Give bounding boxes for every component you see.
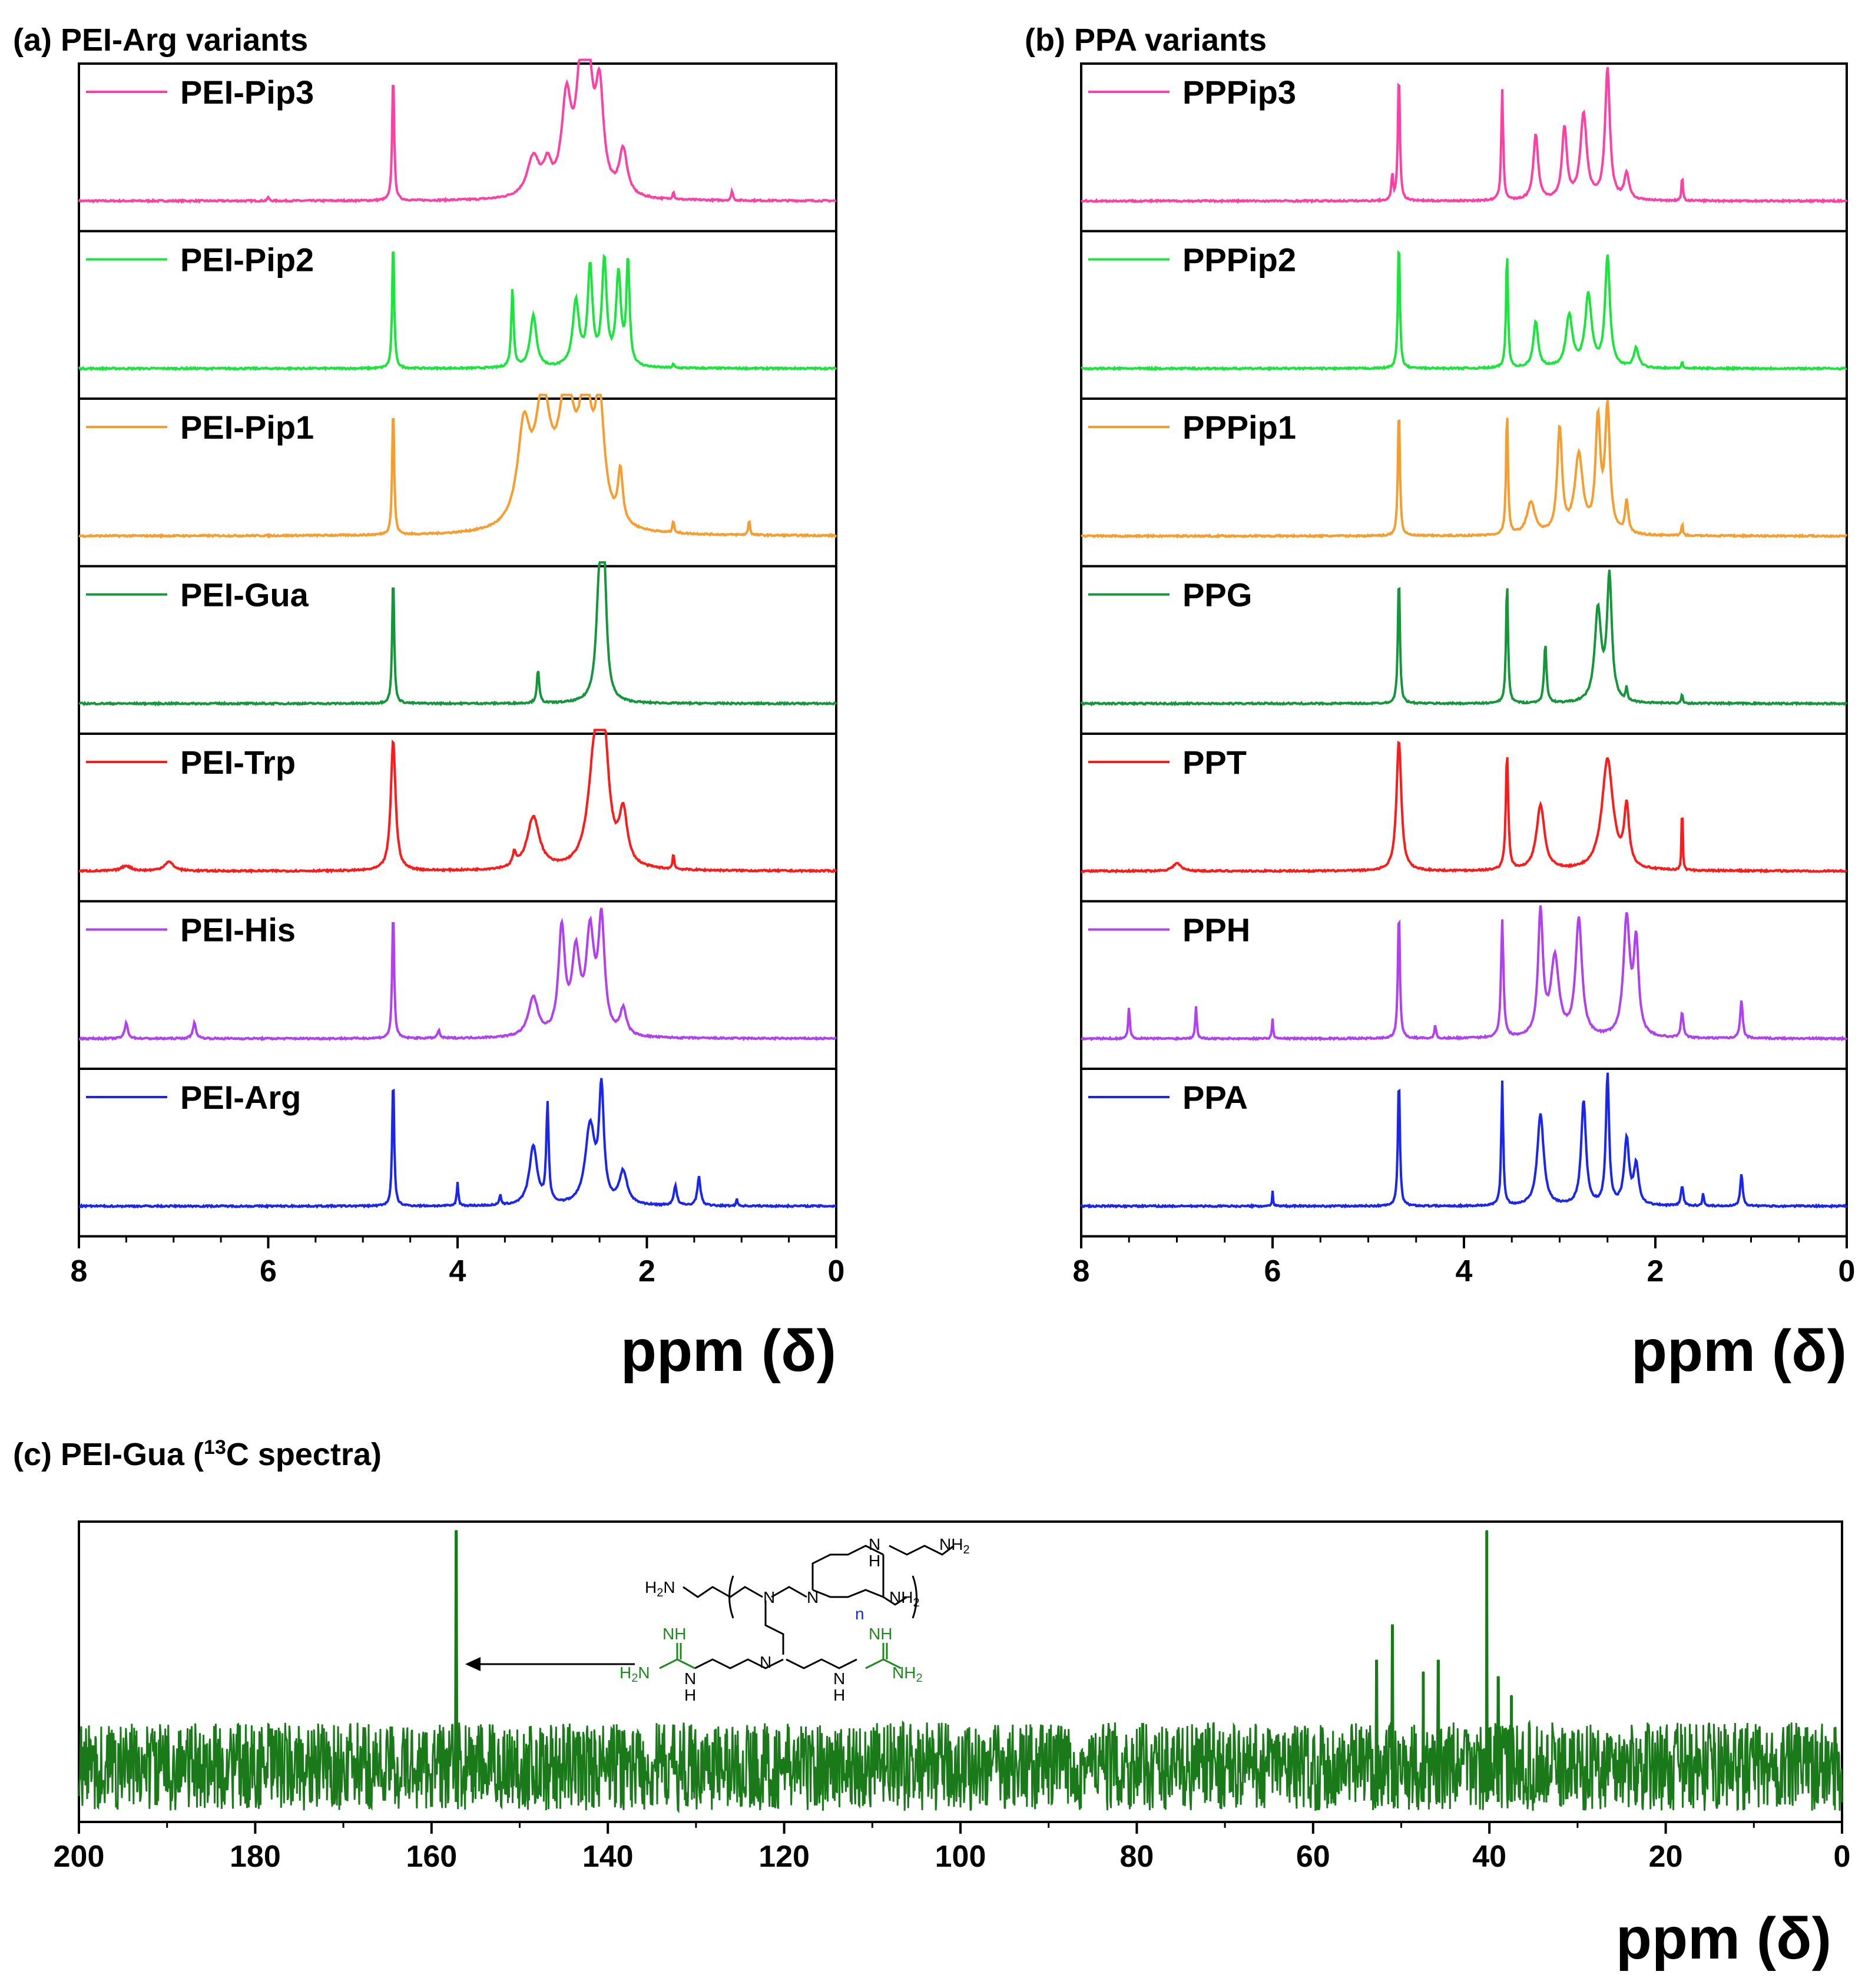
legend-label: PPPip1 [1182,409,1296,446]
x-tick-label: 8 [71,1254,88,1288]
x-tick-label: 0 [828,1254,845,1288]
c-x-tick-label: 0 [1834,1840,1851,1874]
c-x-tick-label: 40 [1472,1840,1506,1874]
structure-bracket-right [912,1575,917,1619]
spectrum-line [78,561,837,707]
c-x-tick-label: 80 [1119,1840,1154,1874]
c-x-tick-label: 180 [230,1840,281,1874]
structure-bonds [683,1545,955,1669]
legend-label: PEI-Pip2 [180,241,314,279]
legend-label: PPG [1182,576,1252,614]
legend-label: PEI-Gua [180,576,309,614]
x-tick-label: 2 [1647,1254,1664,1288]
c-x-tick-label: 20 [1649,1840,1683,1874]
legend-label: PPPip3 [1182,74,1296,111]
x-tick-label: 0 [1838,1254,1856,1288]
x-tick-label: 2 [638,1254,655,1288]
structure-arrow-head [465,1657,481,1671]
spectrum-line [1080,740,1847,874]
chem-n-center: N [760,1653,771,1671]
x-tick-label: 6 [1264,1254,1281,1288]
panel-b-axis: 8 6 4 2 0 [1073,1237,1856,1288]
x-tick-label: 4 [449,1254,466,1288]
x-tick-label: 6 [260,1254,277,1288]
panel-a-xlabel: ppm (δ) [621,1318,836,1384]
chem-h-top: H [869,1552,880,1570]
spectrum-line [78,907,837,1042]
panel-a-axis: 8 6 4 2 0 [71,1237,845,1288]
legend-label: PPA [1182,1079,1248,1116]
panel-c: (c) PEI-Gua (13C spectra) 200 180 160 140 12… [13,1436,1850,1972]
chem-h-mid-left: H [684,1686,696,1704]
legend-label: PEI-Trp [180,744,296,781]
panel-b-xlabel: ppm (δ) [1631,1318,1847,1384]
chem-gua-nh-right: NH [869,1625,892,1643]
chem-nh2-top-right: NH2 [939,1535,970,1556]
legend-label: PEI-Pip1 [180,409,314,446]
chem-gua-nh-left: NH [662,1625,686,1643]
spectrum-line [1081,905,1848,1042]
chem-n-1: N [763,1588,775,1606]
panel-b-stack: PPPip3 PPPip2 PPPip1 PPG PPT PPH PPA [1080,62,1848,1238]
c-x-tick-label: 200 [54,1840,105,1874]
chem-n-2: N [807,1588,819,1606]
legend-label: PPPip2 [1182,241,1296,279]
chem-n-mid-left: N [684,1669,696,1688]
c-x-tick-label: 120 [758,1840,810,1874]
chem-nh-top: N [869,1535,880,1553]
c-x-tick-label: 140 [582,1840,634,1874]
spectrum-line [1081,67,1848,204]
chemical-structure: H2N N N N H NH2 NH2 n N N H N H NH H2N N… [465,1535,970,1704]
chem-nh2-right: NH2 [889,1588,920,1609]
x-tick-label: 8 [1073,1254,1090,1288]
chem-n-mid-right: N [833,1669,845,1688]
panel-c-title-sup: 13 [204,1436,226,1459]
spectrum-line [78,1078,837,1210]
panel-a-title: (a) PEI-Arg variants [13,22,308,58]
panel-c-title: (c) PEI-Gua (13C spectra) [13,1436,382,1472]
chem-gua-nh2-right: NH2 [892,1664,923,1685]
chem-h-mid-right: H [833,1686,845,1704]
panel-c-plot [78,1530,1843,1814]
panel-b-title: (b) PPA variants [1025,22,1267,58]
legend-label: PEI-His [180,912,296,949]
chem-gua-h2n-left: H2N [620,1664,650,1685]
spectrum-line [78,58,837,204]
legend-label: PPT [1182,744,1247,781]
spectrum-frame [1080,1068,1848,1238]
spectrum-line [78,251,837,372]
spectrum-line [1081,400,1848,539]
legend-label: PEI-Pip3 [180,74,314,111]
legend-label: PEI-Arg [180,1079,301,1116]
structure-bracket-left [728,1575,734,1619]
c13-spectrum-line [78,1530,1843,1814]
spectrum-line [1080,569,1848,707]
panel-b: (b) PPA variants PPPip3PPPip2PPPip1PPGPP… [1025,22,1855,1384]
spectrum-line [78,728,837,874]
spectrum-line [78,393,837,539]
x-tick-label: 4 [1456,1254,1473,1288]
chem-h2n-left: H2N [645,1578,675,1599]
chem-n-repeat: n [855,1605,864,1623]
c-x-tick-label: 60 [1296,1840,1330,1874]
panel-c-axis: 200 180 160 140 120 100 80 60 40 20 0 [54,1822,1851,1874]
spectrum-line [1080,1072,1848,1210]
panel-c-title-end: C spectra) [226,1437,382,1472]
panel-c-xlabel: ppm (δ) [1616,1906,1831,1972]
spectrum-line [1081,250,1847,372]
panel-a-stack: PEI-Pip3 PEI-Pip2 PEI-Pip1 PEI-Gua PEI-Trp PE… [78,58,837,1238]
c-x-tick-label: 100 [935,1840,986,1874]
c-x-tick-label: 160 [406,1840,457,1874]
panel-c-title-main: (c) PEI-Gua ( [13,1437,204,1472]
structure-guanidine-bonds [659,1643,902,1669]
spectrum-frame [78,1068,837,1238]
legend-label: PPH [1182,912,1250,949]
panel-a: (a) PEI-Arg variants PEI-Pip3PEI-Pip2PEI… [13,22,844,1384]
